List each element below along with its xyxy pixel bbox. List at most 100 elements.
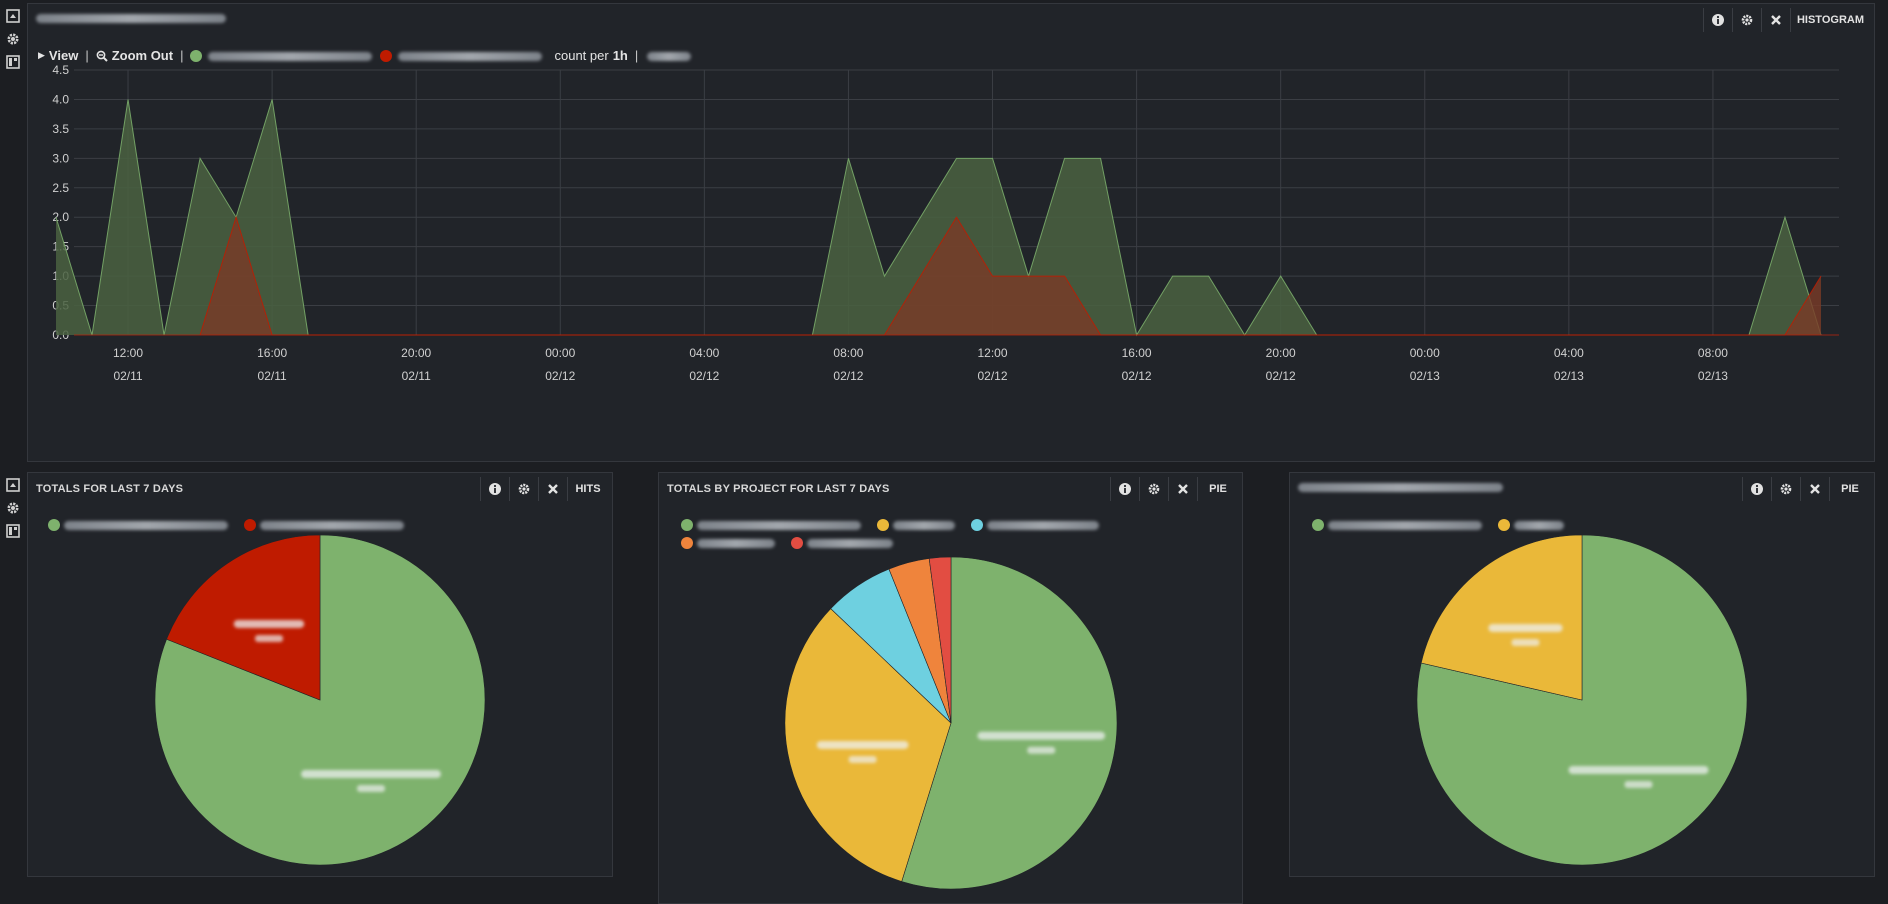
legend-dot-yellow bbox=[877, 519, 889, 531]
legend-label-redacted[interactable] bbox=[206, 51, 376, 61]
histogram-controls: ▶ View | Zoom Out | count per 1h | bbox=[38, 48, 695, 63]
info-button[interactable] bbox=[480, 477, 509, 501]
panel-type-label: HISTOGRAM bbox=[1789, 8, 1870, 32]
settings-button[interactable] bbox=[1139, 477, 1168, 501]
slice-value-redacted bbox=[848, 755, 877, 763]
settings-button[interactable] bbox=[1771, 477, 1800, 501]
totals-by-project-panel: TOTALS BY PROJECT FOR LAST 7 DAYS PIE bbox=[658, 472, 1243, 904]
info-button[interactable] bbox=[1742, 477, 1771, 501]
panel-type-label: HITS bbox=[567, 477, 608, 501]
legend-label-redacted bbox=[695, 538, 779, 548]
panel-type-label: PIE bbox=[1829, 477, 1870, 501]
pie-slice-green[interactable] bbox=[901, 556, 1118, 890]
settings-button[interactable] bbox=[1731, 8, 1761, 32]
gear-icon bbox=[1148, 483, 1160, 495]
slice-label-redacted bbox=[1488, 623, 1563, 632]
x-tick-time: 00:00 bbox=[545, 346, 575, 360]
legend-item[interactable] bbox=[877, 519, 959, 531]
histogram-chart[interactable]: 0.00.51.01.52.02.53.03.54.04.512:0002/11… bbox=[28, 60, 1874, 460]
slice-value-redacted bbox=[1624, 781, 1653, 789]
x-tick-date: 02/11 bbox=[113, 369, 142, 383]
legend-dot-red bbox=[380, 49, 393, 62]
y-tick-label: 3.5 bbox=[52, 122, 69, 136]
close-button[interactable] bbox=[1168, 477, 1197, 501]
x-tick-date: 02/12 bbox=[1122, 369, 1152, 383]
x-tick-time: 20:00 bbox=[401, 346, 431, 360]
slice-label-redacted bbox=[233, 619, 305, 628]
info-icon bbox=[489, 483, 501, 495]
legend-item[interactable] bbox=[1312, 519, 1486, 531]
legend-item[interactable] bbox=[681, 537, 779, 549]
x-tick-date: 02/12 bbox=[1266, 369, 1296, 383]
legend-label-redacted bbox=[805, 538, 897, 548]
close-icon bbox=[1771, 15, 1781, 25]
x-tick-time: 04:00 bbox=[689, 346, 719, 360]
close-button[interactable] bbox=[538, 477, 567, 501]
info-button[interactable] bbox=[1110, 477, 1139, 501]
info-icon bbox=[1711, 14, 1724, 26]
legend-dot-red bbox=[791, 537, 803, 549]
legend-item[interactable] bbox=[48, 519, 232, 531]
gear-icon bbox=[1780, 483, 1792, 495]
gear-icon[interactable] bbox=[5, 31, 21, 47]
slice-label-redacted bbox=[977, 731, 1106, 740]
pie-legend bbox=[48, 519, 408, 531]
legend-item[interactable] bbox=[1498, 519, 1568, 531]
legend-item[interactable] bbox=[971, 519, 1103, 531]
panel-toolbar: HITS bbox=[480, 477, 608, 501]
legend-dot-green bbox=[1312, 519, 1324, 531]
gear-icon[interactable] bbox=[5, 500, 21, 516]
series-line bbox=[55, 99, 1822, 337]
pie-chart[interactable] bbox=[1290, 535, 1874, 875]
legend-item[interactable] bbox=[791, 537, 897, 549]
legend-label-redacted bbox=[891, 520, 959, 530]
view-menu[interactable]: View bbox=[48, 48, 79, 63]
legend-item[interactable] bbox=[244, 519, 408, 531]
panel-toolbar: PIE bbox=[1742, 477, 1870, 501]
zoom-out-button[interactable]: Zoom Out bbox=[111, 48, 174, 63]
interval-value[interactable]: 1h bbox=[612, 48, 628, 63]
close-icon bbox=[1178, 484, 1188, 494]
row-controls-bottom bbox=[0, 477, 26, 539]
legend-label-redacted bbox=[1326, 520, 1486, 530]
legend-label-redacted bbox=[258, 520, 408, 530]
x-tick-date: 02/13 bbox=[1554, 369, 1584, 383]
pie-legend bbox=[681, 519, 1211, 549]
third-pie-panel: PIE bbox=[1289, 472, 1875, 877]
add-panel-icon[interactable] bbox=[5, 54, 21, 70]
collapse-icon[interactable] bbox=[5, 477, 21, 493]
x-tick-date: 02/13 bbox=[1698, 369, 1728, 383]
legend-label-redacted[interactable] bbox=[396, 51, 546, 61]
series-area bbox=[55, 99, 1821, 335]
y-tick-label: 3.0 bbox=[52, 151, 69, 165]
legend-label-redacted bbox=[62, 520, 232, 530]
separator: | bbox=[180, 48, 184, 63]
close-button[interactable] bbox=[1800, 477, 1829, 501]
pie-slice-yellow[interactable] bbox=[1420, 535, 1583, 701]
close-icon bbox=[548, 484, 558, 494]
x-tick-date: 02/12 bbox=[833, 369, 863, 383]
info-icon bbox=[1119, 483, 1131, 495]
separator: | bbox=[634, 48, 639, 63]
panel-title: TOTALS BY PROJECT FOR LAST 7 DAYS bbox=[667, 483, 890, 495]
histogram-series-green bbox=[55, 99, 1822, 337]
pie-slice-red[interactable] bbox=[166, 535, 321, 701]
y-tick-label: 4.5 bbox=[52, 63, 69, 77]
x-tick-time: 20:00 bbox=[1266, 346, 1296, 360]
pie-slice-red2[interactable] bbox=[928, 556, 952, 724]
add-panel-icon[interactable] bbox=[5, 523, 21, 539]
legend-dot-green bbox=[681, 519, 693, 531]
settings-button[interactable] bbox=[509, 477, 538, 501]
pie-chart[interactable] bbox=[659, 553, 1242, 903]
slice-label-redacted bbox=[301, 770, 442, 779]
pie-chart[interactable] bbox=[28, 535, 612, 875]
collapse-icon[interactable] bbox=[5, 8, 21, 24]
legend-dot-red bbox=[244, 519, 256, 531]
legend-item[interactable] bbox=[681, 519, 865, 531]
info-button[interactable] bbox=[1702, 8, 1732, 32]
zoom-out-icon bbox=[96, 50, 108, 62]
close-button[interactable] bbox=[1760, 8, 1790, 32]
pie-slice-green[interactable] bbox=[154, 535, 486, 866]
slice-value-redacted bbox=[357, 785, 386, 793]
x-tick-time: 16:00 bbox=[1122, 346, 1152, 360]
